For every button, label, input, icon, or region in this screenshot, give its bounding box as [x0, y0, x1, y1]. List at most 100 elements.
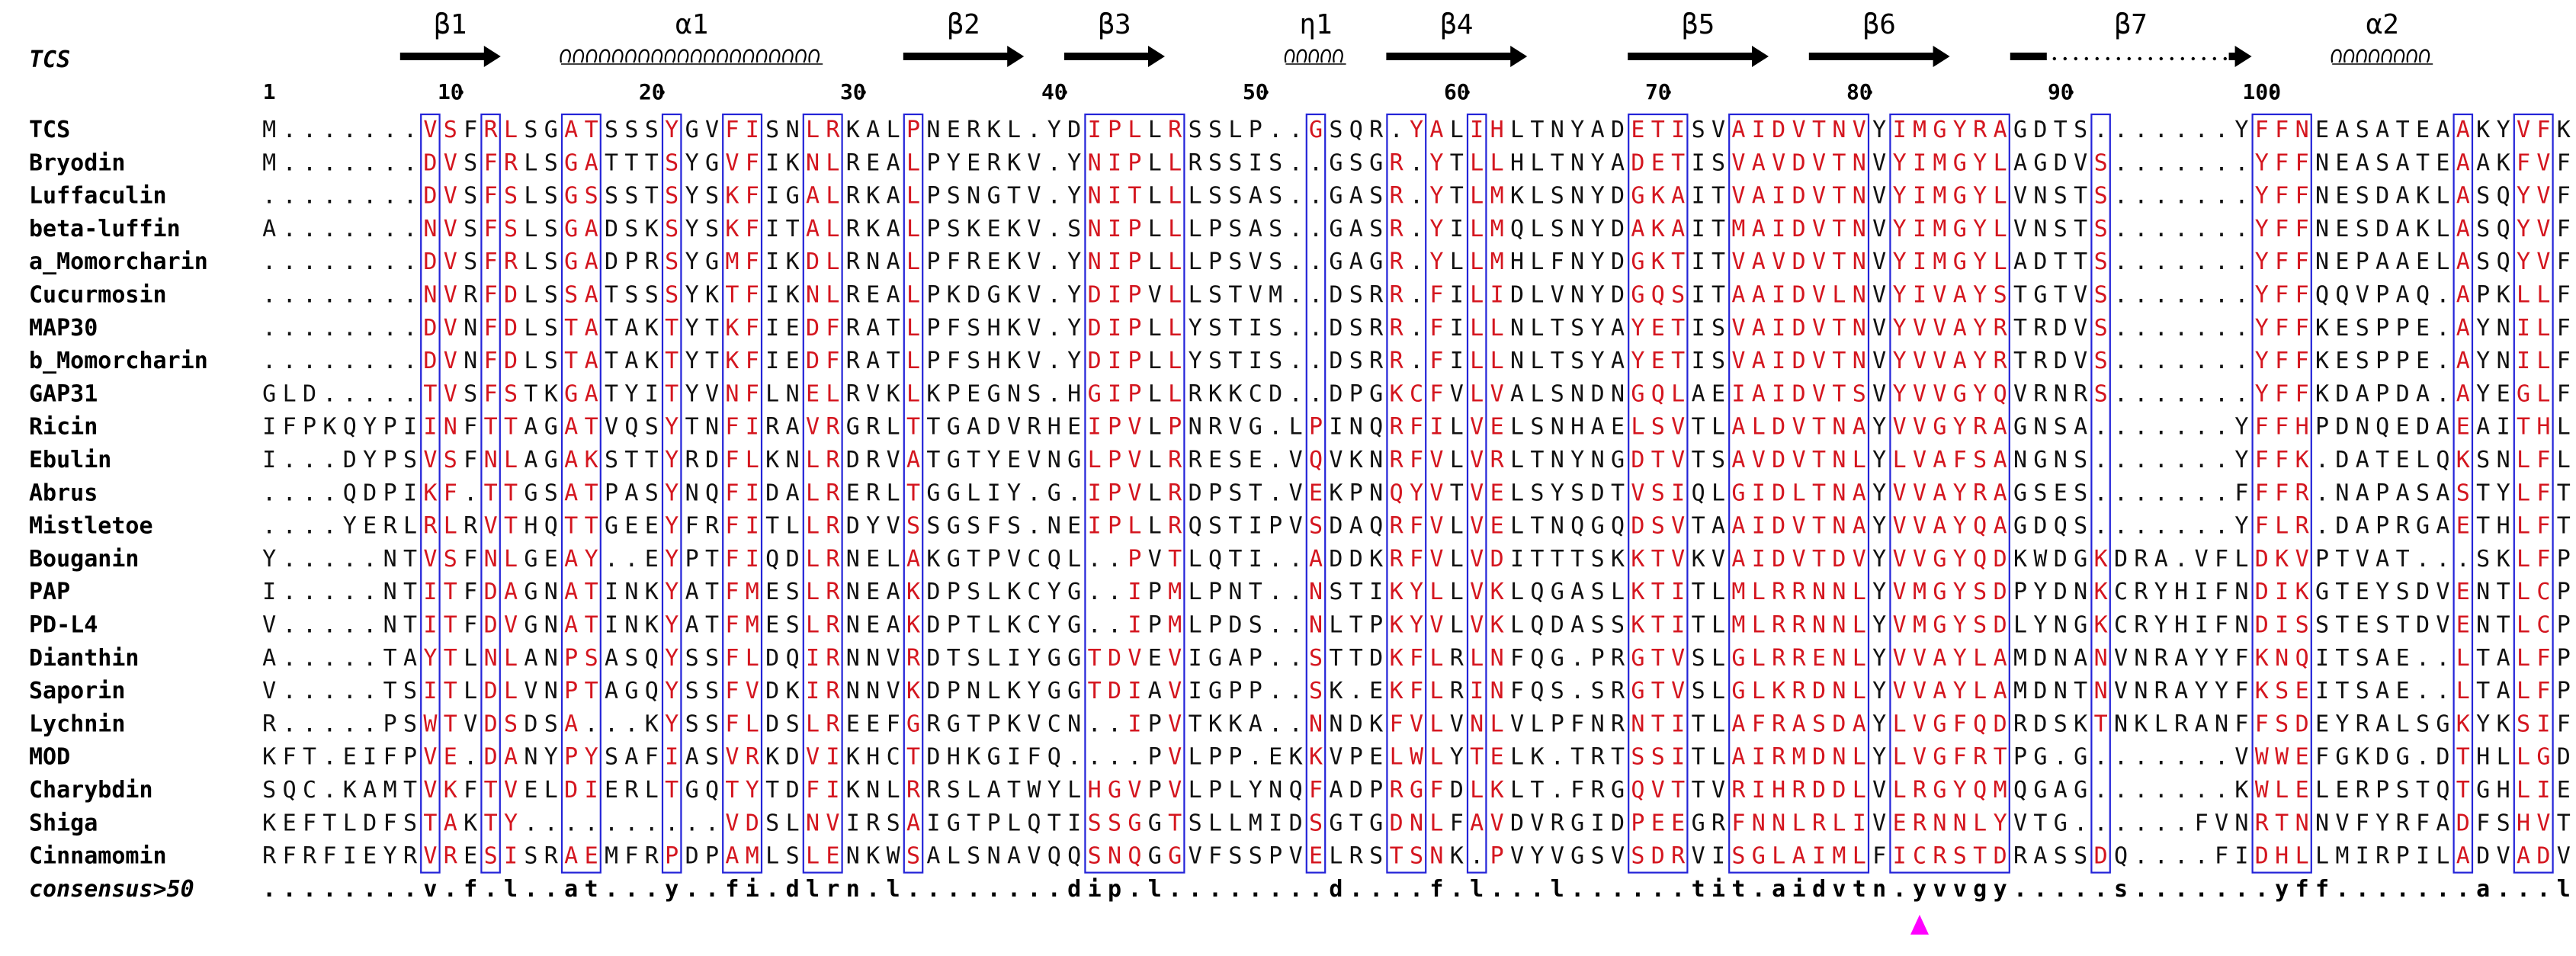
residue: Q — [1309, 447, 1323, 473]
residue: Q — [2376, 414, 2389, 441]
residue: L — [1168, 183, 1182, 210]
residue: F — [383, 810, 397, 836]
residue: N — [1933, 810, 1946, 836]
residue: L — [2154, 711, 2168, 737]
residue: L — [1470, 348, 1484, 374]
residue: T — [1570, 744, 1584, 771]
residue: T — [585, 414, 598, 441]
residue: T — [423, 810, 437, 836]
residue: S — [605, 447, 618, 473]
residue: Q — [1369, 414, 1383, 441]
residue: G — [947, 513, 961, 540]
residue: T — [906, 480, 920, 506]
residue: V — [1530, 810, 1544, 836]
residue: R — [1913, 810, 1927, 836]
residue: R — [1390, 414, 1404, 441]
residue: L — [2536, 380, 2550, 407]
residue: S — [1088, 810, 1102, 836]
residue: P — [2557, 678, 2571, 704]
residue: A — [1752, 282, 1766, 309]
site-marker — [1910, 914, 1929, 935]
residue: A — [2396, 249, 2410, 275]
residue: . — [2456, 876, 2470, 903]
residue: Y — [1429, 183, 1443, 210]
residue: S — [2054, 216, 2068, 242]
residue: L — [1088, 447, 1102, 473]
residue: I — [1692, 216, 1705, 242]
residue: P — [1208, 777, 1222, 804]
residue: . — [1289, 645, 1303, 672]
residue: . — [303, 546, 316, 573]
residue: K — [1631, 579, 1644, 605]
residue: Y — [1189, 315, 1202, 342]
residue: . — [484, 876, 498, 903]
residue: F — [2295, 348, 2309, 374]
residue: . — [283, 348, 297, 374]
residue: . — [1349, 876, 1363, 903]
residue: A — [2456, 282, 2470, 309]
residue: T — [444, 711, 457, 737]
residue: W — [2255, 777, 2270, 804]
residue: N — [423, 282, 437, 309]
residue: L — [1792, 480, 1806, 506]
residue: T — [947, 645, 961, 672]
residue: . — [2396, 876, 2410, 903]
residue: G — [685, 117, 699, 143]
residue: E — [283, 810, 297, 836]
residue: A — [866, 348, 880, 374]
residue: S — [786, 711, 800, 737]
residue: F — [2255, 447, 2269, 473]
residue: K — [1651, 249, 1665, 275]
residue: P — [1591, 645, 1605, 672]
residue: Y — [1953, 414, 1967, 441]
residue: L — [887, 117, 900, 143]
residue: T — [403, 579, 417, 605]
residue: S — [2054, 711, 2068, 737]
residue: S — [1551, 678, 1564, 704]
residue: . — [1047, 249, 1061, 275]
residue: Q — [1027, 810, 1041, 836]
residue: . — [2315, 480, 2329, 506]
residue: F — [464, 546, 477, 573]
residue: T — [685, 414, 699, 441]
residue: . — [2174, 777, 2188, 804]
residue: A — [1249, 711, 1262, 737]
residue: . — [2174, 810, 2188, 836]
residue: K — [2497, 149, 2510, 176]
residue: G — [524, 612, 537, 639]
residue: S — [1309, 678, 1323, 704]
residue: F — [1953, 744, 1967, 771]
residue: I — [1128, 579, 1141, 605]
residue: G — [544, 117, 558, 143]
residue: A — [2416, 380, 2430, 407]
residue: . — [2174, 414, 2188, 441]
residue: P — [1228, 744, 1242, 771]
residue: N — [967, 678, 980, 704]
residue: L — [2517, 678, 2530, 704]
residue: . — [2054, 876, 2068, 903]
residue: V — [1913, 480, 1926, 506]
residue: K — [705, 282, 719, 309]
residue: Y — [1047, 579, 1061, 605]
residue: N — [1591, 447, 1605, 473]
residue: L — [1128, 513, 1141, 540]
residue: Y — [2215, 678, 2228, 704]
residue: S — [1711, 447, 1725, 473]
residue: Y — [665, 414, 678, 441]
residue: G — [1933, 777, 1946, 804]
residue: D — [484, 678, 498, 704]
residue: N — [1088, 149, 1102, 176]
residue: S — [1208, 513, 1222, 540]
residue: Y — [2234, 513, 2248, 540]
residue: Y — [665, 678, 678, 704]
residue: N — [2315, 249, 2329, 275]
strand-element: β5 — [1628, 9, 1769, 67]
residue: K — [765, 447, 779, 473]
residue: . — [624, 876, 638, 903]
residue: G — [947, 480, 961, 506]
residue: S — [705, 711, 719, 737]
structure-reference-label: TCS — [29, 47, 70, 73]
strand-element: β4 — [1386, 9, 1528, 67]
